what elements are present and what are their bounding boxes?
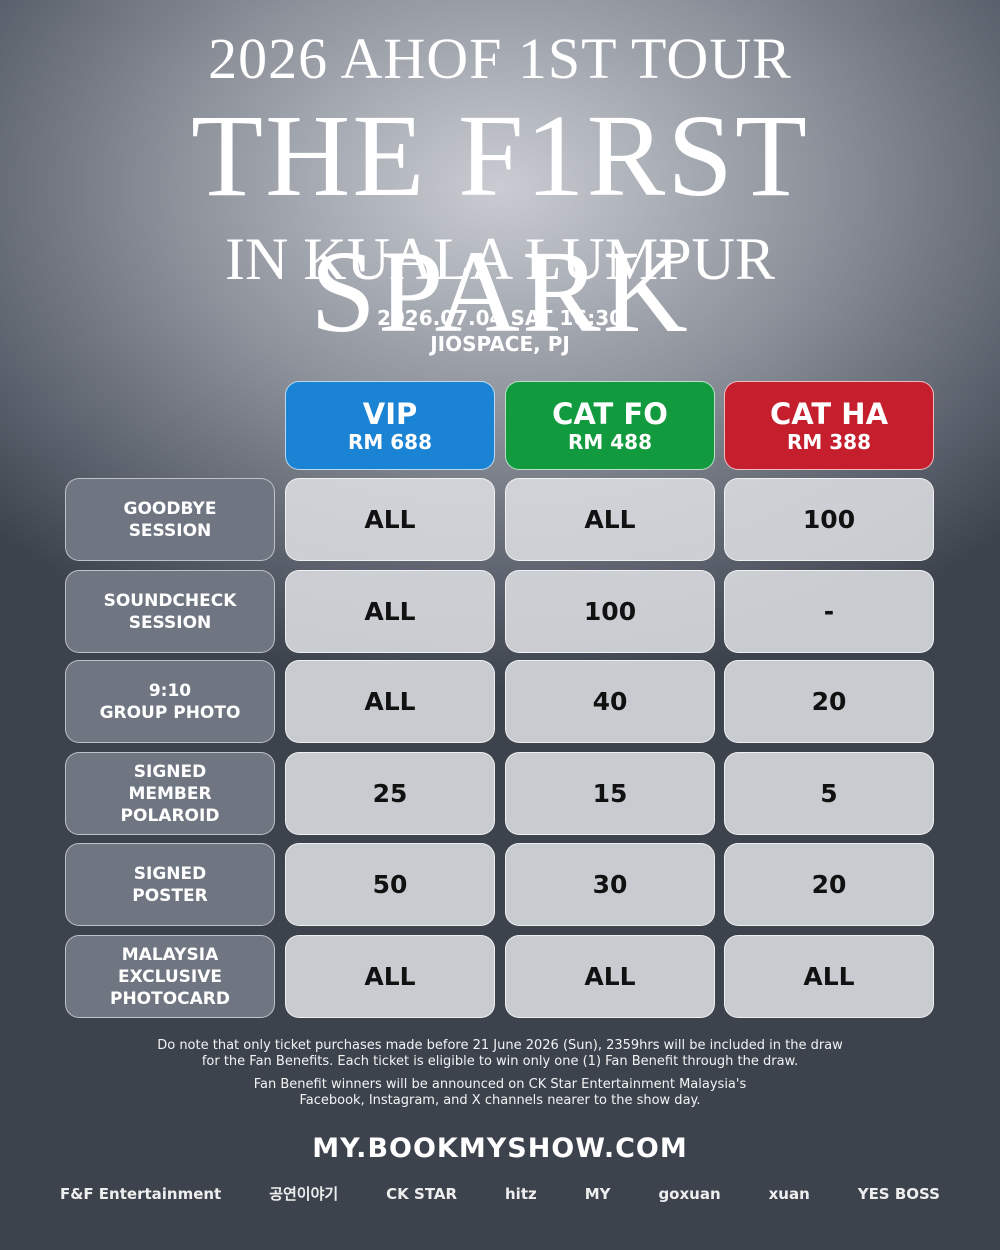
table-cell: 15 xyxy=(505,752,715,835)
sponsor-logo: CK STAR xyxy=(386,1184,458,1203)
show-date: 2026.07.04 SAT 16:30 xyxy=(376,306,624,330)
table-cell: 100 xyxy=(505,570,715,653)
table-cell: ALL xyxy=(285,478,495,561)
tour-title: THE F1RST SPARK xyxy=(191,90,809,357)
row-label: 9:10 GROUP PHOTO xyxy=(65,660,275,743)
city-line: IN KUALA LUMPUR xyxy=(224,226,776,292)
table-cell: 100 xyxy=(724,478,934,561)
row-label: SIGNED POSTER xyxy=(65,843,275,926)
sponsor-logo: 공연이야기 xyxy=(269,1185,339,1203)
tier-header: CAT FO RM 488 xyxy=(505,381,715,470)
tier-header: CAT HA RM 388 xyxy=(724,381,934,470)
table-cell: 30 xyxy=(505,843,715,926)
table-cell: ALL xyxy=(285,660,495,743)
tour-line: 2026 AHOF 1ST TOUR xyxy=(208,26,792,91)
sponsor-row: F&F Entertainment 공연이야기 CK STAR hitz MY goxua… xyxy=(60,1183,940,1204)
tier-price: RM 488 xyxy=(567,429,652,454)
table-cell: ALL xyxy=(505,478,715,561)
ticket-url: MY.BOOKMYSHOW.COM xyxy=(312,1133,688,1164)
table-cell: 50 xyxy=(285,843,495,926)
table-cell: - xyxy=(724,570,934,653)
table-cell: ALL xyxy=(285,935,495,1018)
note: Fan Benefit winners will be announced on… xyxy=(253,1077,747,1108)
table-cell: ALL xyxy=(285,570,495,653)
row-label: SIGNED MEMBER POLAROID xyxy=(65,752,275,835)
table-cell: 20 xyxy=(724,660,934,743)
row-label: GOODBYE SESSION xyxy=(65,478,275,561)
tier-header: VIP RM 688 xyxy=(285,381,495,470)
table-cell: 40 xyxy=(505,660,715,743)
tier-name: VIP xyxy=(362,396,418,431)
tier-price: RM 388 xyxy=(786,429,871,454)
venue: JIOSPACE, PJ xyxy=(430,332,570,356)
table-cell: 20 xyxy=(724,843,934,926)
sponsor-logo: MY xyxy=(584,1184,611,1203)
sponsor-logo: goxuan xyxy=(658,1184,721,1203)
sponsor-logo: xuan xyxy=(768,1184,810,1203)
table-cell: 25 xyxy=(285,752,495,835)
note: Do note that only ticket purchases made … xyxy=(157,1038,843,1069)
tier-price: RM 688 xyxy=(347,429,432,454)
table-cell: 5 xyxy=(724,752,934,835)
sponsor-logo: hitz xyxy=(505,1184,537,1203)
tier-name: CAT FO xyxy=(552,396,668,431)
sponsor-logo: YES BOSS xyxy=(857,1184,940,1203)
row-label: MALAYSIA EXCLUSIVE PHOTOCARD xyxy=(65,935,275,1018)
table-cell: ALL xyxy=(724,935,934,1018)
tier-name: CAT HA xyxy=(769,396,889,431)
row-label: SOUNDCHECK SESSION xyxy=(65,570,275,653)
sponsor-logo: F&F Entertainment xyxy=(60,1184,222,1203)
table-cell: ALL xyxy=(505,935,715,1018)
